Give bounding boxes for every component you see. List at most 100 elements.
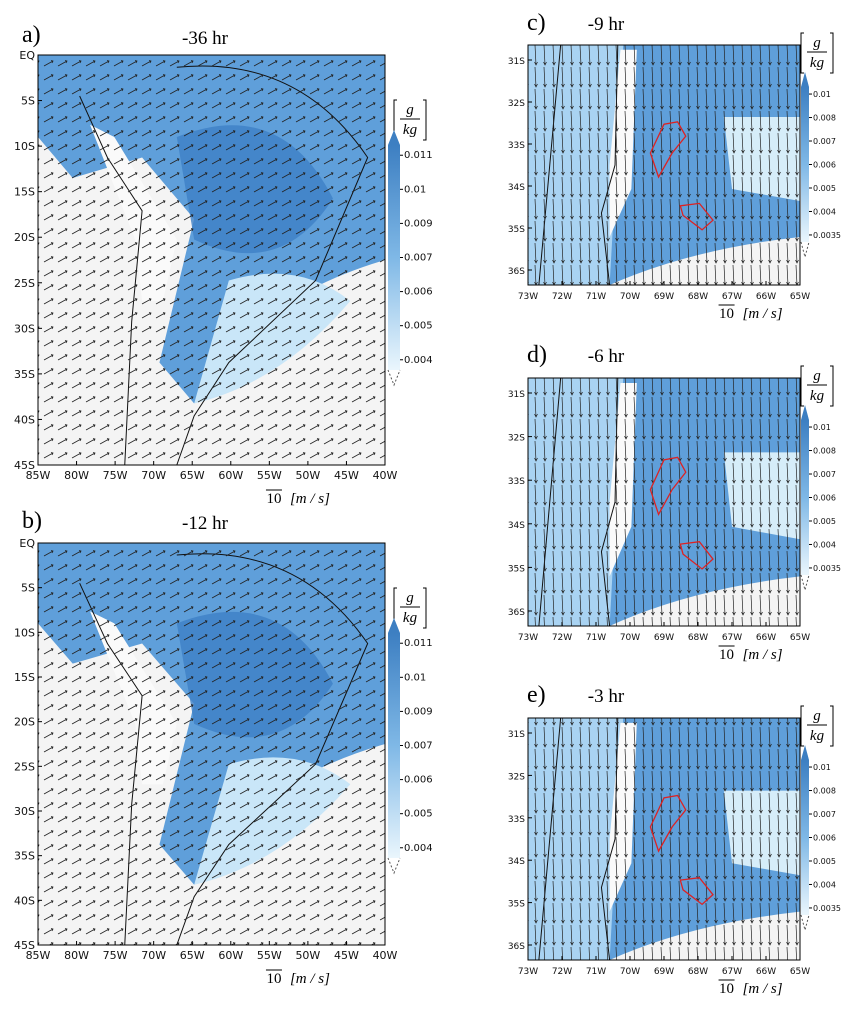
x-tick-label: 50W [295,469,320,482]
y-tick-label: 5S [21,95,35,108]
x-tick-label: 40W [373,469,398,482]
y-tick-label: 36S [508,942,525,952]
panel-label: b) [22,508,42,534]
unit-denominator: kg [403,122,418,138]
x-tick-label: 69W [654,967,674,977]
x-tick-label: 65W [180,469,205,482]
y-tick-label: 20S [14,231,35,244]
map-frame [37,542,386,946]
y-tick-label: 40S [14,894,35,907]
x-tick-label: 55W [257,469,282,482]
unit-numerator: g [813,708,821,724]
convection-contour [649,121,714,231]
y-tick-label: 20S [14,716,35,729]
colorbar-tick-label: 0.01 [813,90,831,99]
colorbar-tick-label: 0.009 [404,706,433,717]
x-tick-label: 68W [688,967,708,977]
x-tick-label: 72W [552,967,572,977]
colorbar-tick-label: 0.0035 [813,231,841,240]
colorbar-tick-label: 0.006 [813,161,836,170]
wind-vectors [38,55,385,465]
unit-denominator: kg [810,55,825,71]
y-tick-label: 35S [508,564,525,574]
x-tick-label: 73W [518,967,538,977]
y-tick-label: EQ [19,49,35,62]
x-tick-label: 40W [373,949,398,962]
unit-brackets [800,365,834,407]
colorbar-tick-label: 0.009 [404,218,433,229]
colorbar-tick-label: 0.01 [404,184,426,195]
y-tick-label: 30S [14,805,35,818]
vector-ref: 10 [719,981,734,997]
unit-numerator: g [813,368,821,384]
colorbar [801,87,809,242]
map-frame [37,54,386,466]
x-tick-label: 71W [586,967,606,977]
unit-denominator: kg [810,728,825,744]
colorbar-top [801,745,809,760]
unit-numerator: g [406,102,414,118]
colorbar-top [801,72,809,87]
y-tick-label: 33S [508,141,525,151]
y-tick-label: 35S [508,225,525,235]
vector-ref: 10 [266,971,281,987]
x-tick-label: 73W [518,292,538,302]
colorbar-tick-label: 0.004 [813,207,836,216]
panel-label: d) [527,342,547,368]
colorbar-tick-label: 0.008 [813,787,836,796]
colorbar-bottom [387,369,401,387]
vector-unit: [m / s] [290,491,330,507]
x-tick-label: 75W [103,469,128,482]
panel-title: -12 hr [182,513,229,534]
y-tick-label: 32S [508,99,525,109]
colorbar-tick-label: 0.005 [813,184,836,193]
unit-brackets [800,32,834,74]
x-tick-label: 70W [620,633,640,643]
x-tick-label: 72W [552,292,572,302]
y-tick-label: 33S [508,815,525,825]
x-tick-label: 80W [64,949,89,962]
vector-ref: 10 [719,306,734,322]
colorbar-tick-label: 0.006 [813,494,836,503]
y-tick-label: 36S [508,608,525,618]
colorbar-tick-label: 0.005 [404,809,433,820]
colorbar-tick-label: 0.011 [404,638,433,649]
x-tick-label: 72W [552,633,572,643]
map [528,45,800,285]
colorbar-top [388,130,400,145]
panel-title: -9 hr [588,14,625,35]
y-tick-label: EQ [19,537,35,550]
x-tick-label: 67W [722,292,742,302]
colorbar [388,145,400,370]
x-tick-label: 60W [218,469,243,482]
y-tick-label: 10S [14,140,35,153]
y-tick-label: 32S [508,772,525,782]
x-tick-label: 50W [295,949,320,962]
y-tick-label: 35S [508,900,525,910]
x-tick-label: 55W [257,949,282,962]
x-tick-label: 85W [26,469,51,482]
x-tick-label: 65W [790,967,810,977]
colorbar-tick-label: 0.004 [813,540,836,549]
unit-brackets [800,705,834,747]
colorbar-bottom [387,857,401,875]
colorbar-bottom [800,914,810,932]
x-tick-label: 66W [756,292,776,302]
colorbar [801,420,809,575]
y-tick-label: 35S [14,850,35,863]
y-tick-label: 45S [14,459,35,472]
y-tick-label: 30S [14,322,35,335]
y-tick-label: 40S [14,413,35,426]
x-tick-label: 60W [218,949,243,962]
colorbar-tick-label: 0.01 [813,763,831,772]
x-tick-label: 71W [586,633,606,643]
x-tick-label: 69W [654,633,674,643]
colorbar-bottom [800,241,810,259]
colorbar-tick-label: 0.01 [404,672,426,683]
x-tick-label: 68W [688,633,708,643]
convection-contour [649,794,714,906]
colorbar [388,633,400,858]
unit-denominator: kg [403,610,418,626]
colorbar-tick-label: 0.011 [404,150,433,161]
x-tick-label: 70W [620,967,640,977]
